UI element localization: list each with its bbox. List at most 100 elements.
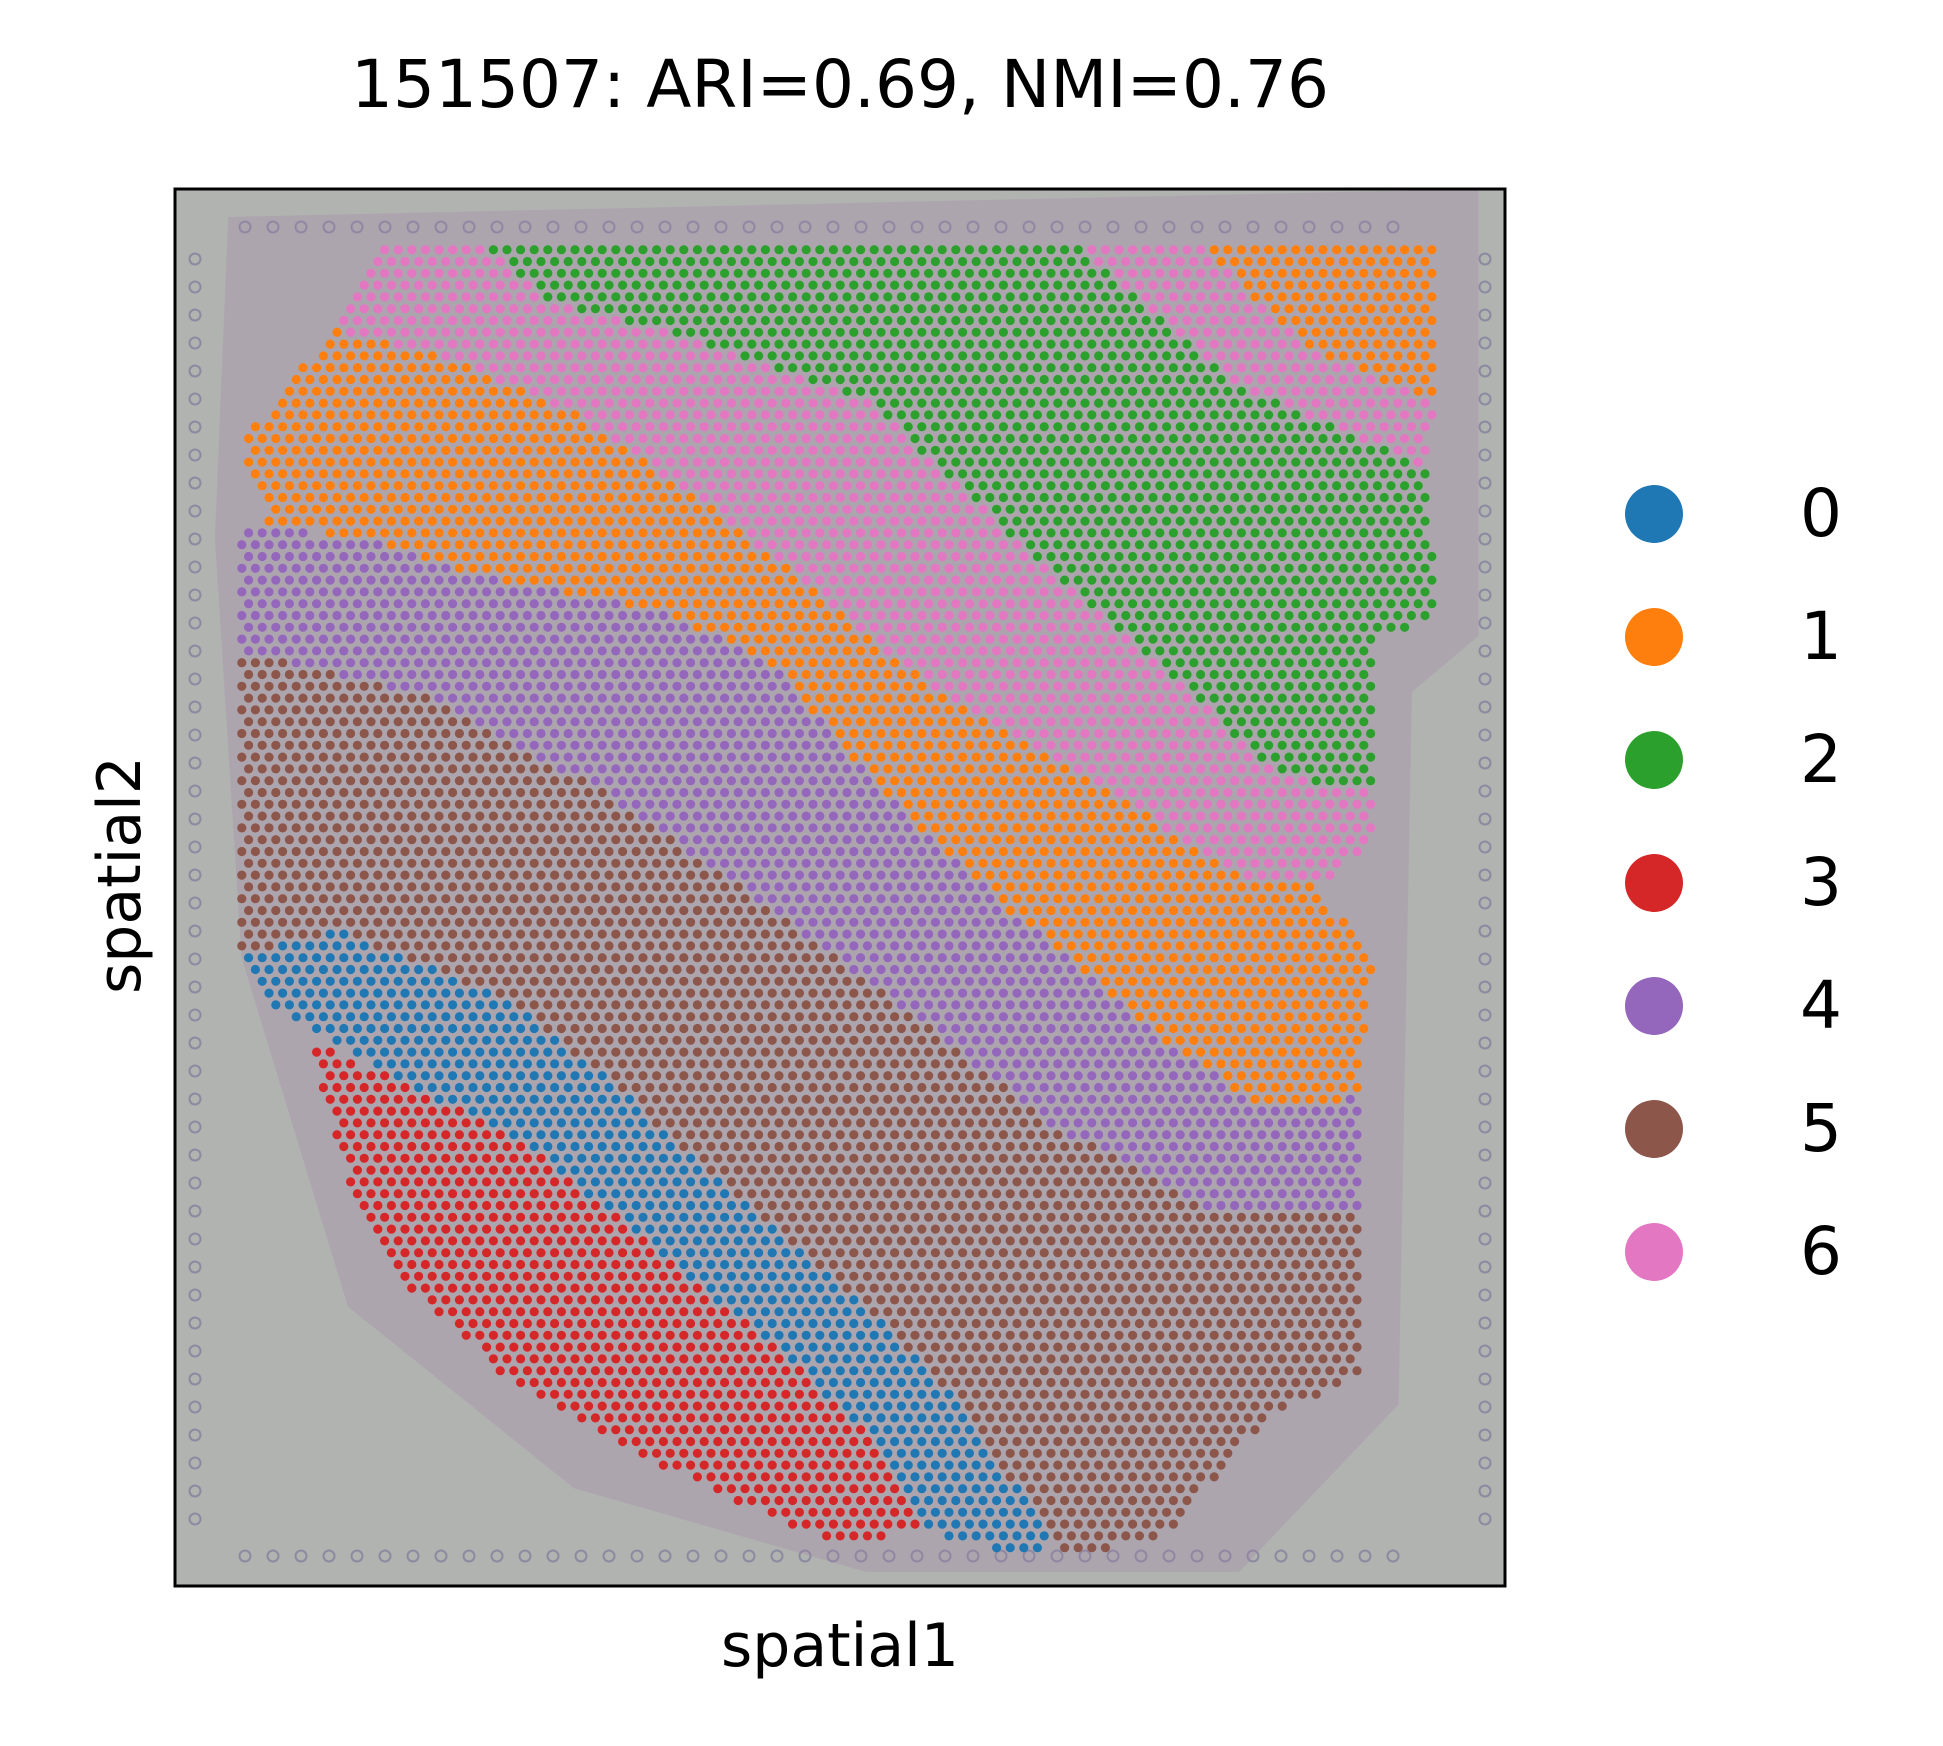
data-point bbox=[1073, 858, 1083, 868]
data-point bbox=[645, 563, 655, 573]
data-point bbox=[359, 563, 369, 573]
data-point bbox=[577, 870, 587, 880]
data-point bbox=[1032, 268, 1042, 278]
data-point bbox=[930, 658, 941, 668]
data-point bbox=[366, 315, 376, 326]
data-point bbox=[1311, 327, 1321, 337]
data-point bbox=[1372, 481, 1382, 491]
data-point bbox=[924, 245, 934, 255]
data-point bbox=[706, 669, 716, 680]
data-point bbox=[665, 622, 675, 632]
fiducial-spot bbox=[1478, 308, 1492, 322]
data-point bbox=[740, 894, 750, 904]
data-point bbox=[1223, 858, 1233, 868]
data-point bbox=[978, 315, 988, 326]
data-point bbox=[1094, 846, 1104, 857]
data-point bbox=[835, 540, 845, 550]
data-point bbox=[359, 422, 369, 432]
data-point bbox=[964, 717, 975, 727]
data-point bbox=[624, 245, 635, 255]
data-point bbox=[1182, 245, 1192, 255]
data-point bbox=[1046, 693, 1056, 703]
data-point bbox=[590, 327, 601, 337]
data-point bbox=[352, 551, 362, 562]
data-point bbox=[1087, 764, 1097, 774]
data-point bbox=[325, 669, 335, 680]
data-point bbox=[754, 799, 764, 809]
data-point bbox=[611, 764, 621, 774]
data-point bbox=[400, 823, 410, 833]
data-point bbox=[665, 504, 675, 514]
data-point bbox=[1019, 811, 1029, 821]
data-point bbox=[427, 351, 437, 361]
data-point bbox=[1393, 256, 1403, 267]
data-point bbox=[686, 894, 696, 904]
data-point bbox=[1053, 563, 1063, 573]
data-point bbox=[747, 504, 757, 514]
data-point bbox=[679, 315, 689, 326]
fiducial-spot bbox=[1478, 1428, 1492, 1442]
data-point bbox=[760, 386, 771, 396]
data-point bbox=[1257, 658, 1267, 668]
data-point bbox=[278, 728, 288, 739]
data-point bbox=[1250, 315, 1260, 326]
data-point bbox=[1338, 304, 1348, 314]
data-point bbox=[726, 776, 737, 786]
data-point bbox=[352, 575, 362, 585]
data-point bbox=[1236, 717, 1246, 727]
data-point bbox=[502, 905, 512, 916]
data-point bbox=[1386, 504, 1396, 514]
data-point bbox=[1141, 835, 1151, 845]
data-point bbox=[550, 304, 560, 314]
fiducial-spot bbox=[518, 1549, 532, 1563]
data-point bbox=[998, 894, 1009, 904]
data-point bbox=[638, 905, 648, 916]
data-point bbox=[352, 481, 362, 491]
data-point bbox=[1230, 540, 1240, 550]
data-point bbox=[1366, 776, 1376, 786]
data-point bbox=[822, 398, 832, 408]
data-point bbox=[305, 634, 315, 644]
data-point bbox=[550, 327, 560, 337]
data-point bbox=[291, 374, 301, 385]
data-point bbox=[964, 386, 975, 396]
data-point bbox=[1073, 669, 1083, 680]
data-point bbox=[237, 634, 247, 644]
data-point bbox=[1332, 457, 1342, 467]
data-point bbox=[890, 374, 900, 385]
data-point bbox=[1332, 835, 1342, 845]
data-point bbox=[271, 599, 281, 609]
data-point bbox=[1209, 433, 1219, 444]
data-point bbox=[733, 858, 743, 868]
data-point bbox=[781, 681, 791, 691]
data-point bbox=[543, 835, 553, 845]
data-point bbox=[658, 563, 669, 573]
data-point bbox=[815, 599, 825, 609]
fiducial-spot bbox=[1330, 220, 1344, 234]
data-point bbox=[951, 292, 961, 302]
data-point bbox=[1053, 516, 1063, 526]
data-point bbox=[298, 363, 308, 373]
data-point bbox=[1182, 905, 1192, 916]
fiducial-spot bbox=[188, 1176, 202, 1190]
data-point bbox=[971, 398, 981, 408]
data-point bbox=[992, 858, 1002, 868]
data-point bbox=[509, 280, 519, 290]
data-point bbox=[1223, 315, 1233, 326]
data-point bbox=[590, 846, 601, 857]
data-point bbox=[1209, 504, 1219, 514]
data-point bbox=[754, 634, 764, 644]
data-point bbox=[652, 245, 662, 255]
data-point bbox=[726, 587, 737, 597]
data-point bbox=[1182, 339, 1192, 349]
data-point bbox=[638, 315, 648, 326]
fiducial-spot bbox=[1478, 1204, 1492, 1218]
data-point bbox=[1005, 575, 1015, 585]
data-point bbox=[930, 374, 941, 385]
data-point bbox=[774, 457, 784, 467]
data-point bbox=[930, 752, 941, 762]
data-point bbox=[1066, 540, 1076, 550]
data-point bbox=[1352, 610, 1362, 621]
data-point bbox=[495, 894, 505, 904]
data-point bbox=[1264, 410, 1274, 420]
